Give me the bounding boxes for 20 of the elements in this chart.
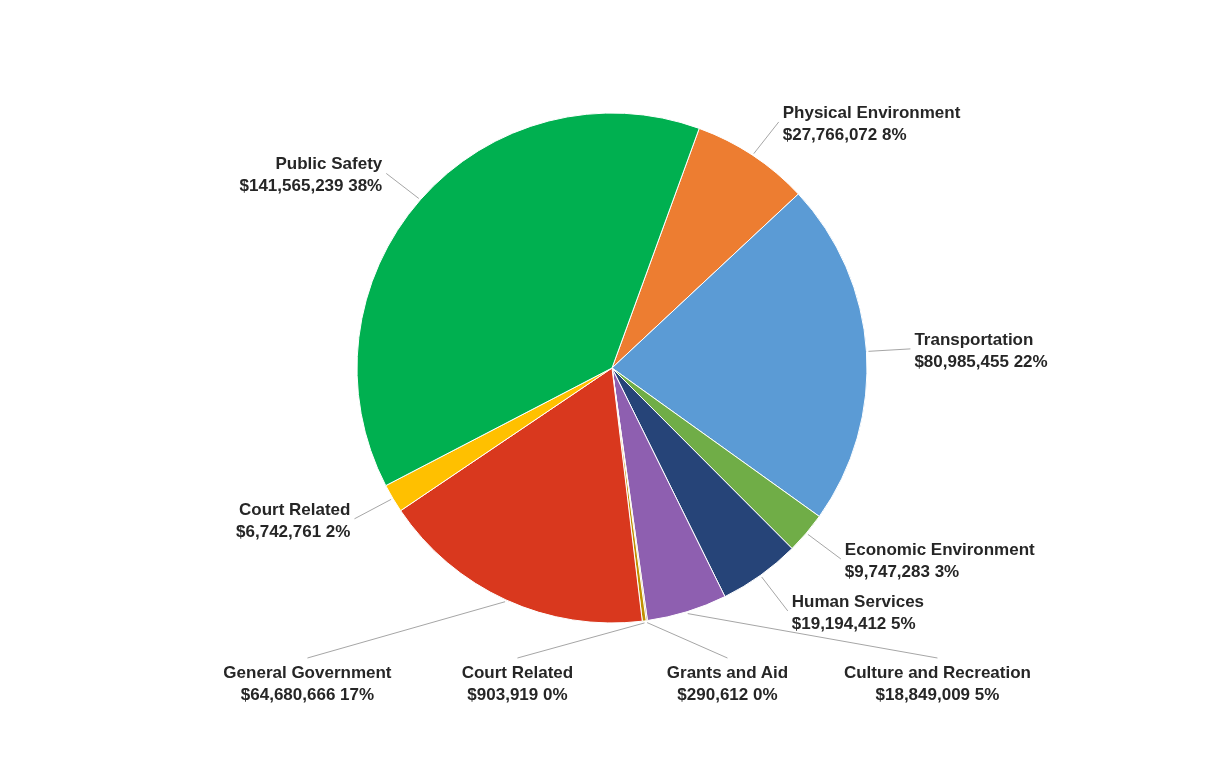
slice-label: Economic Environment <box>844 539 1036 559</box>
data-label: $6,742,761 2% <box>236 521 351 541</box>
slice-label: Court Related <box>238 499 351 519</box>
slice-label: General Government <box>223 663 392 682</box>
slice-label: Transportation <box>914 329 1034 349</box>
data-label: $903,919 0% <box>467 685 568 704</box>
data-label: $290,612 0% <box>677 685 778 704</box>
data-label: $141,565,239 38% <box>239 176 383 196</box>
slice-label: Court Related <box>461 663 574 682</box>
slice-label: Human Services <box>791 591 925 611</box>
data-label: $27,766,072 8% <box>782 124 907 144</box>
slice-label: Public Safety <box>275 154 383 174</box>
slice-label: Physical Environment <box>782 102 961 122</box>
data-label: $19,194,412 5% <box>791 613 916 633</box>
slice-label: Grants and Aid <box>666 663 789 682</box>
data-label: $9,747,283 3% <box>844 561 960 581</box>
slice-label: Culture and Recreation <box>843 663 1031 682</box>
data-label: $80,985,455 22% <box>914 351 1048 371</box>
data-label: $64,680,666 17% <box>240 685 375 704</box>
data-label: $18,849,009 5% <box>875 685 1000 704</box>
